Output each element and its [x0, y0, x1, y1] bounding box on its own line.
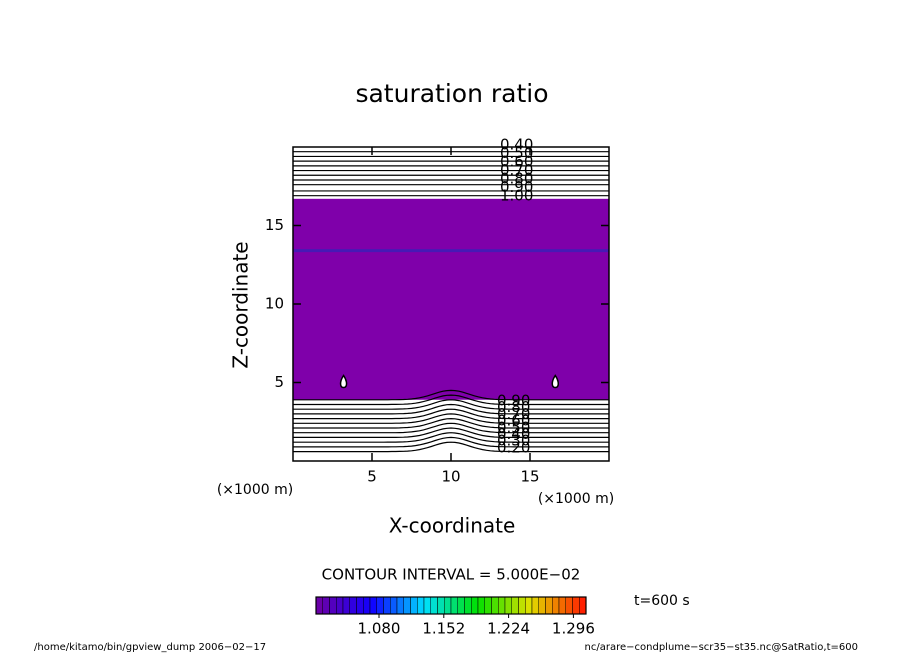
y-tick-label: 10: [265, 295, 284, 313]
saturated-layer: [293, 198, 609, 400]
colorbar-cell: [430, 596, 438, 615]
colorbar-cell: [491, 596, 499, 615]
colorbar-cell: [545, 596, 553, 615]
colorbar-cell: [511, 596, 519, 615]
colorbar-cell: [410, 596, 418, 615]
colorbar-cell: [417, 596, 425, 615]
small-contour: [339, 374, 348, 389]
contour-label: 0.40: [497, 425, 530, 443]
colorbar-cell: [464, 596, 472, 615]
contour-line: [293, 436, 609, 448]
colorbar-cell: [322, 596, 330, 615]
contour-label: 0.40: [500, 136, 533, 154]
contour-label: 0.50: [500, 144, 533, 162]
colorbar-cell: [329, 596, 337, 615]
colorbar-cell: [579, 596, 587, 615]
colorbar-cell: [363, 596, 371, 615]
contour-line: [293, 399, 609, 410]
contour-label: 0.30: [497, 432, 530, 450]
contour-label: 1.00: [500, 187, 533, 205]
colorbar-cell: [369, 596, 377, 615]
colorbar-tick-label: 1.080: [358, 620, 401, 638]
colorbar-cell: [396, 596, 404, 615]
colorbar-cell: [504, 596, 512, 615]
colorbar-cell: [315, 596, 323, 615]
colorbar-cell: [477, 596, 485, 615]
contour-label: 0.70: [500, 161, 533, 179]
contour-line: [293, 432, 609, 443]
colorbar-cell: [423, 596, 431, 615]
x-axis-label: X-coordinate: [389, 514, 516, 538]
axis-unit: (×1000 m): [217, 482, 293, 498]
colorbar-cell: [457, 596, 465, 615]
colorbar-cell: [437, 596, 445, 615]
contour-line: [293, 427, 609, 438]
colorbar-cell: [356, 596, 364, 615]
contour-label: 0.90: [497, 392, 530, 410]
contour-label: 0.90: [500, 178, 533, 196]
colorbar-cell: [565, 596, 573, 615]
time-label: t=600 s: [634, 593, 690, 609]
footer-right: nc/arare−condplume−scr35−st35.nc@SatRati…: [585, 642, 858, 653]
colorbar-cell: [538, 596, 546, 615]
colorbar-cell: [552, 596, 560, 615]
small-contour: [551, 374, 560, 389]
contour-line: [293, 408, 609, 420]
colorbar-cell: [484, 596, 492, 615]
contour-line: [293, 403, 609, 415]
contour-line: [293, 413, 609, 424]
y-tick-label: 5: [274, 373, 284, 391]
contour-label: 0.60: [497, 412, 530, 430]
colorbar-cell: [558, 596, 566, 615]
colorbar-cell: [498, 596, 506, 615]
colorbar-cell: [349, 596, 357, 615]
colorbar-cell: [342, 596, 350, 615]
contour-label: 0.60: [500, 153, 533, 171]
x-tick-label: 15: [520, 468, 539, 486]
contour-line: [293, 422, 609, 434]
colorbar-cell: [531, 596, 539, 615]
colorbar-cell: [390, 596, 398, 615]
contour-line: [293, 394, 609, 406]
chart-title: saturation ratio: [355, 79, 548, 108]
contour-interval: CONTOUR INTERVAL = 5.000E−02: [322, 566, 581, 584]
colorbar-cell: [376, 596, 384, 615]
colorbar-cell: [450, 596, 458, 615]
colorbar-cell: [572, 596, 580, 615]
colorbar-cell: [471, 596, 479, 615]
x-tick-label: 5: [367, 468, 377, 486]
y-tick-label: 15: [265, 216, 284, 234]
contour-label: 0.20: [497, 438, 530, 456]
footer-left: /home/kitamo/bin/gpview_dump 2006−02−17: [34, 642, 266, 653]
contour-line: [293, 417, 609, 429]
x-tick-label: 10: [441, 468, 460, 486]
axis-unit: (×1000 m): [538, 491, 614, 507]
colorbar-cell: [518, 596, 526, 615]
colorbar-tick-label: 1.152: [422, 620, 465, 638]
colorbar-cell: [444, 596, 452, 615]
colorbar-tick-label: 1.224: [487, 620, 530, 638]
colorbar-cell: [525, 596, 533, 615]
contour-label: 0.70: [497, 405, 530, 423]
contour-line: [293, 389, 609, 401]
colorbar-tick-label: 1.296: [552, 620, 595, 638]
contour-label: 0.50: [497, 418, 530, 436]
contour-label: 0.80: [497, 398, 530, 416]
colorbar-cell: [403, 596, 411, 615]
colorbar-cell: [336, 596, 344, 615]
y-axis-label: Z-coordinate: [229, 241, 253, 368]
contour-label: 0.80: [500, 170, 533, 188]
colorbar-frame: [315, 596, 587, 615]
colorbar-cell: [383, 596, 391, 615]
contour-line: [293, 441, 609, 453]
